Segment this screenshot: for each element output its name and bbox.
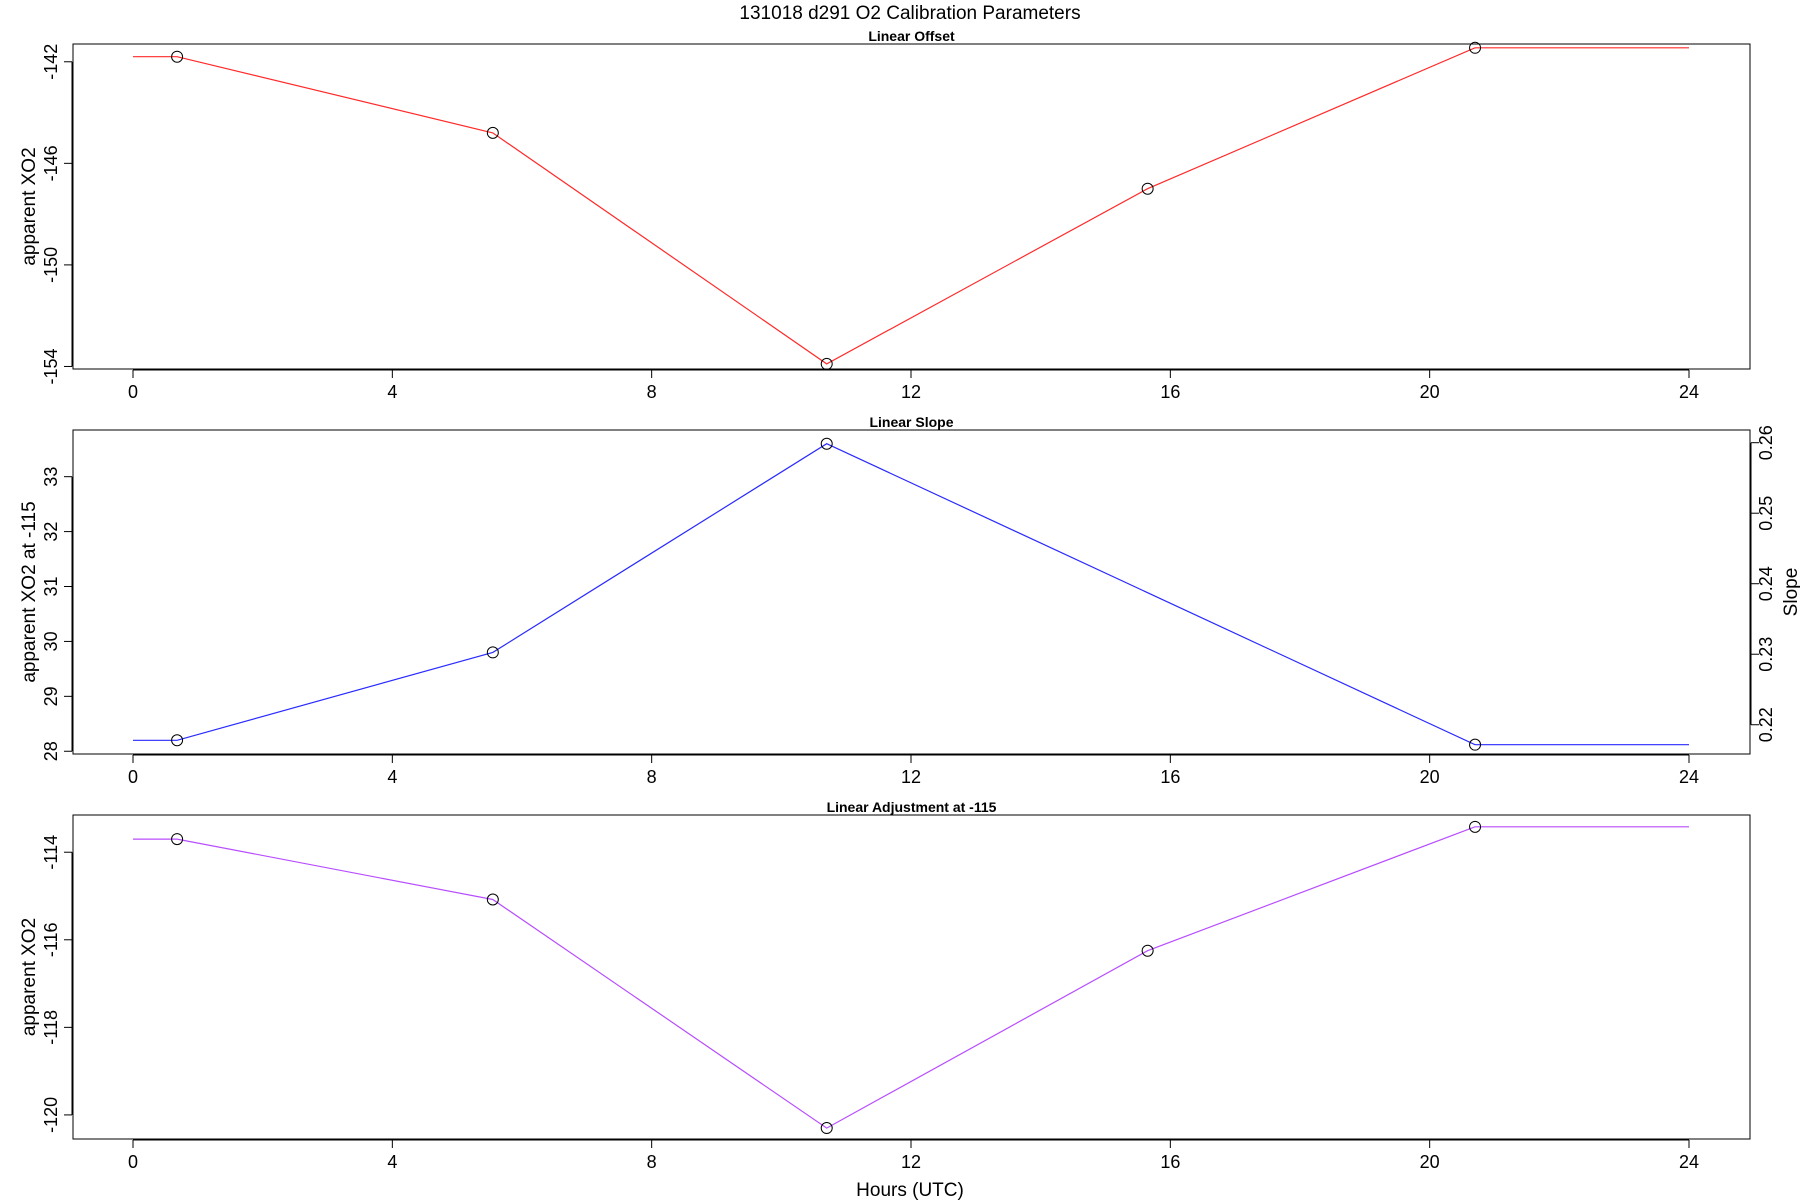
data-point: [1469, 738, 1482, 751]
y-tick-label: -146: [41, 145, 61, 181]
y-tick-label: -118: [41, 1010, 61, 1045]
chart-panel-3: Linear Adjustment at -115 0 4 8 12 16 20 24 -114…: [19, 799, 1751, 1172]
plot-frame: [72, 43, 1751, 370]
x-tick-label: 20: [1420, 1152, 1440, 1172]
y2-axis-label: Slope: [1781, 568, 1800, 617]
y-axis-label: apparent XO2 at -115: [19, 501, 40, 682]
x-tick-label: 20: [1420, 767, 1440, 787]
y-tick-label: 32: [41, 522, 61, 542]
data-point: [486, 646, 499, 659]
x-tick-label: 0: [128, 767, 138, 787]
panel-title: Linear Offset: [868, 28, 955, 44]
chart-panels: Linear Offset 0 4 8 12 16 20 24 -142 -146 -150 -154…: [19, 28, 1800, 1172]
data-point: [1141, 182, 1154, 195]
series-line: [133, 443, 1689, 746]
chart-panel-1: Linear Offset 0 4 8 12 16 20 24 -142 -146 -150 -154…: [19, 28, 1751, 402]
y-axis-label: apparent XO2: [19, 918, 40, 1036]
y-tick-label: -120: [41, 1097, 61, 1133]
x-tick-label: 4: [387, 382, 397, 402]
y2-tick-label: 0.26: [1756, 425, 1776, 460]
x-tick-label: 16: [1160, 767, 1180, 787]
figure-title: 131018 d291 O2 Calibration Parameters: [739, 3, 1080, 24]
y-tick-label: -150: [41, 247, 61, 283]
y2-tick-label: 0.22: [1756, 707, 1776, 742]
data-point: [171, 50, 184, 63]
data-point: [1469, 41, 1482, 54]
panel-title: Linear Slope: [869, 414, 953, 430]
y-axis-label: apparent XO2: [19, 147, 40, 265]
y-tick-label: -114: [41, 835, 61, 870]
series-line: [133, 47, 1689, 365]
x-tick-label: 24: [1679, 382, 1699, 402]
x-tick-label: 24: [1679, 1152, 1699, 1172]
chart-panel-2: Linear Slope 0 4 8 12 16 20 24 28 29 30 31 32 33appar…: [19, 414, 1800, 787]
y-tick-label: 28: [41, 741, 61, 761]
data-point: [486, 126, 499, 139]
x-tick-label: 20: [1420, 382, 1440, 402]
y-tick-label: -142: [41, 44, 61, 80]
x-tick-label: 16: [1160, 1152, 1180, 1172]
x-tick-label: 0: [128, 382, 138, 402]
data-point: [486, 893, 499, 906]
x-axis-label: Hours (UTC): [856, 1180, 964, 1200]
y-tick-label: 30: [41, 631, 61, 651]
data-point: [820, 357, 833, 370]
x-tick-label: 12: [901, 767, 921, 787]
data-point: [1469, 820, 1482, 833]
y-tick-label: 29: [41, 686, 61, 706]
panel-title: Linear Adjustment at -115: [827, 799, 997, 815]
y-tick-label: 33: [41, 467, 61, 487]
y-tick-label: 31: [41, 576, 61, 596]
series-line: [133, 826, 1689, 1129]
y-tick-label: -154: [41, 348, 61, 384]
x-tick-label: 16: [1160, 382, 1180, 402]
x-tick-label: 8: [647, 767, 657, 787]
x-tick-label: 12: [901, 382, 921, 402]
x-tick-label: 4: [387, 1152, 397, 1172]
data-point: [171, 833, 184, 846]
plot-frame: [72, 429, 1751, 755]
x-tick-label: 0: [128, 1152, 138, 1172]
x-tick-label: 4: [387, 767, 397, 787]
y2-tick-label: 0.24: [1756, 566, 1776, 601]
y2-tick-label: 0.23: [1756, 637, 1776, 672]
data-point: [820, 437, 833, 450]
data-point: [1141, 944, 1154, 957]
plot-frame: [72, 814, 1751, 1140]
data-point: [171, 734, 184, 747]
x-tick-label: 12: [901, 1152, 921, 1172]
x-tick-label: 8: [647, 382, 657, 402]
y2-tick-label: 0.25: [1756, 496, 1776, 531]
y-tick-label: -116: [41, 922, 61, 957]
x-tick-label: 8: [647, 1152, 657, 1172]
data-point: [820, 1122, 833, 1135]
x-tick-label: 24: [1679, 767, 1699, 787]
